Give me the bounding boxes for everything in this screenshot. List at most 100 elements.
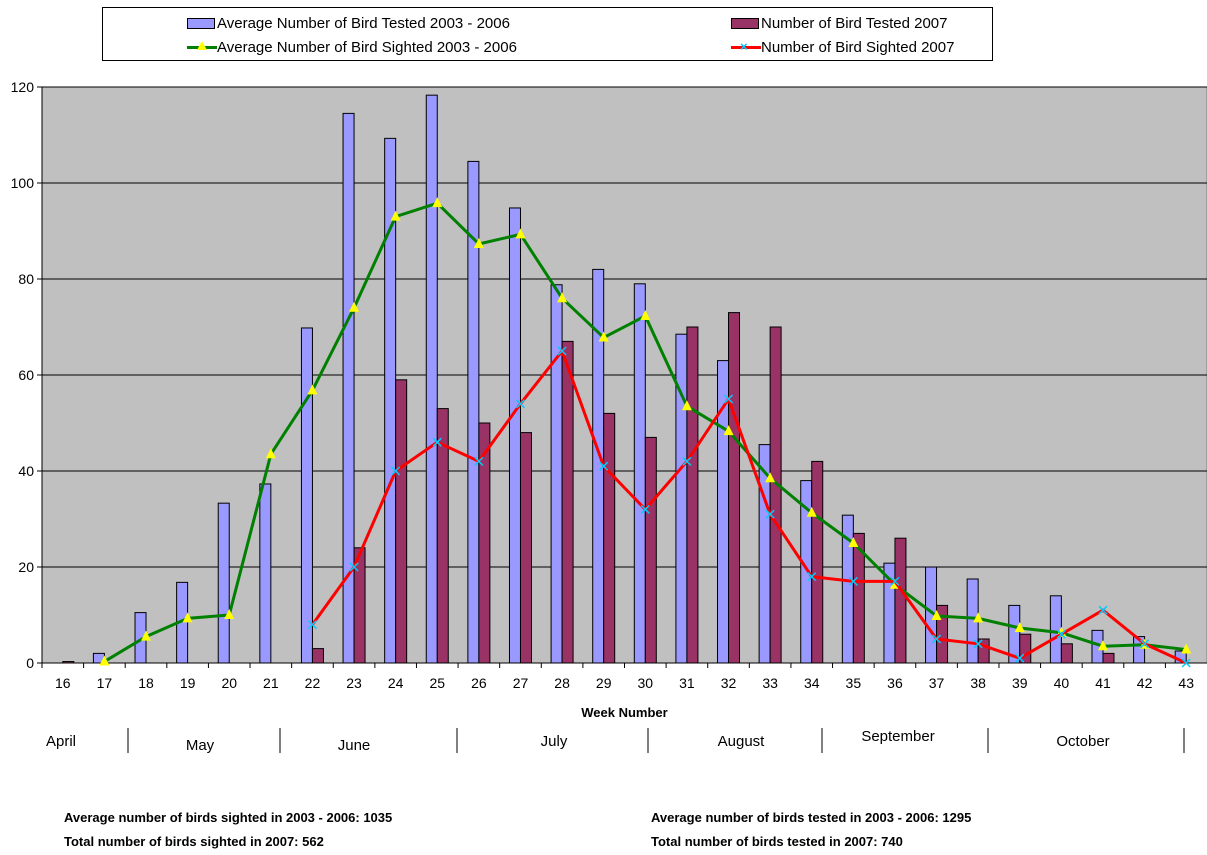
bar [633, 283, 646, 664]
x-tick-label: 40 [1054, 675, 1070, 691]
month-label: April [46, 733, 76, 750]
bar [1060, 643, 1073, 664]
x-tick-label: 35 [846, 675, 862, 691]
x-tick-label: 21 [263, 675, 279, 691]
summary-avg-tested: Average number of birds tested in 2003 -… [651, 810, 972, 825]
bar [467, 160, 480, 664]
bar [894, 537, 907, 664]
x-tick-label: 41 [1095, 675, 1111, 691]
bar [977, 638, 990, 664]
x-tick-label: 24 [388, 675, 404, 691]
triangle-marker-icon [197, 41, 207, 50]
line-point [99, 655, 110, 666]
bar [436, 408, 449, 664]
x-axis-title: Week Number [581, 705, 667, 720]
line-point [1056, 629, 1066, 639]
month-label: September [861, 728, 934, 745]
line-point [390, 210, 401, 221]
line-point [557, 346, 567, 356]
x-marker-stroke [349, 562, 359, 572]
x-marker-stroke [307, 620, 317, 630]
month-label: October [1056, 733, 1109, 750]
line-point [973, 612, 984, 623]
legend-label-avg-sighted: Average Number of Bird Sighted 2003 - 20… [217, 38, 517, 56]
line-point [973, 639, 983, 649]
x-marker-stroke [723, 394, 734, 404]
line-point [848, 537, 859, 547]
legend-item-avg-sighted: Average Number of Bird Sighted 2003 - 20… [187, 37, 517, 57]
line-point [432, 197, 443, 208]
x-tick-label: 23 [346, 675, 362, 691]
summary-avg-sighted: Average number of birds sighted in 2003 … [64, 810, 393, 825]
bar [259, 483, 272, 664]
legend: Average Number of Bird Tested 2003 - 200… [102, 7, 993, 61]
legend-swatch-avg-tested [187, 17, 215, 29]
line-point [557, 292, 568, 303]
bar [811, 460, 824, 664]
line-point [890, 576, 900, 586]
x-marker-stroke [807, 572, 817, 582]
line-point [1181, 658, 1191, 668]
line-point [141, 630, 152, 641]
legend-swatch-sighted-2007: × [731, 40, 761, 54]
line-point [1181, 643, 1192, 654]
x-marker-stroke [432, 437, 442, 447]
line-point [265, 448, 276, 459]
summary-left: Average number of birds sighted in 2003 … [64, 806, 392, 854]
legend-item-tested-2007: Number of Bird Tested 2007 [731, 13, 948, 33]
line-point [682, 456, 692, 466]
line-point [932, 634, 942, 644]
bar [1102, 652, 1115, 664]
x-marker-stroke [765, 509, 775, 519]
summary-total-sighted-2007: Total number of birds sighted in 2007: 5… [64, 834, 324, 849]
x-tick-label: 27 [513, 675, 529, 691]
line-point [1097, 640, 1108, 651]
legend-label-tested-2007: Number of Bird Tested 2007 [761, 14, 948, 32]
x-tick-label: 18 [138, 675, 154, 691]
y-tick-label: 40 [18, 463, 34, 479]
x-marker-stroke [848, 576, 858, 586]
line-point [224, 609, 235, 619]
x-tick-label: 43 [1178, 675, 1194, 691]
x-marker-icon: × [740, 39, 748, 54]
x-tick-label: 39 [1012, 675, 1028, 691]
legend-label-avg-tested: Average Number of Bird Tested 2003 - 200… [217, 14, 510, 32]
line-point [723, 394, 734, 404]
line-point [765, 509, 775, 519]
summary-total-tested-2007: Total number of birds tested in 2007: 74… [651, 834, 903, 849]
line-point [723, 425, 734, 436]
line-point [349, 562, 359, 572]
bar [561, 340, 574, 664]
line-point [307, 384, 318, 395]
line-point [1015, 653, 1025, 663]
summary-right: Average number of birds tested in 2003 -… [651, 806, 971, 854]
line-point [1140, 639, 1150, 649]
line-point [765, 472, 776, 483]
legend-swatch-tested-2007 [731, 17, 759, 29]
bar [395, 379, 408, 664]
month-label: July [541, 733, 568, 750]
x-tick-label: 28 [554, 675, 570, 691]
bar [300, 327, 313, 664]
line-point [182, 612, 193, 623]
line-point [432, 437, 442, 447]
x-tick-label: 33 [762, 675, 778, 691]
x-tick-label: 32 [721, 675, 737, 691]
x-marker-stroke [682, 456, 692, 466]
bar [353, 547, 366, 664]
x-marker-stroke [1098, 605, 1108, 615]
line-point [640, 504, 650, 514]
x-marker-stroke [1181, 658, 1191, 668]
x-marker-stroke [474, 456, 484, 466]
line-point [599, 461, 609, 471]
bar [508, 207, 521, 664]
bar [769, 326, 782, 664]
bar [550, 284, 563, 664]
x-tick-label: 34 [804, 675, 820, 691]
x-tick-label: 36 [887, 675, 903, 691]
bar [936, 604, 949, 664]
x-tick-label: 17 [97, 675, 113, 691]
bar [478, 422, 491, 664]
bar [311, 648, 324, 664]
